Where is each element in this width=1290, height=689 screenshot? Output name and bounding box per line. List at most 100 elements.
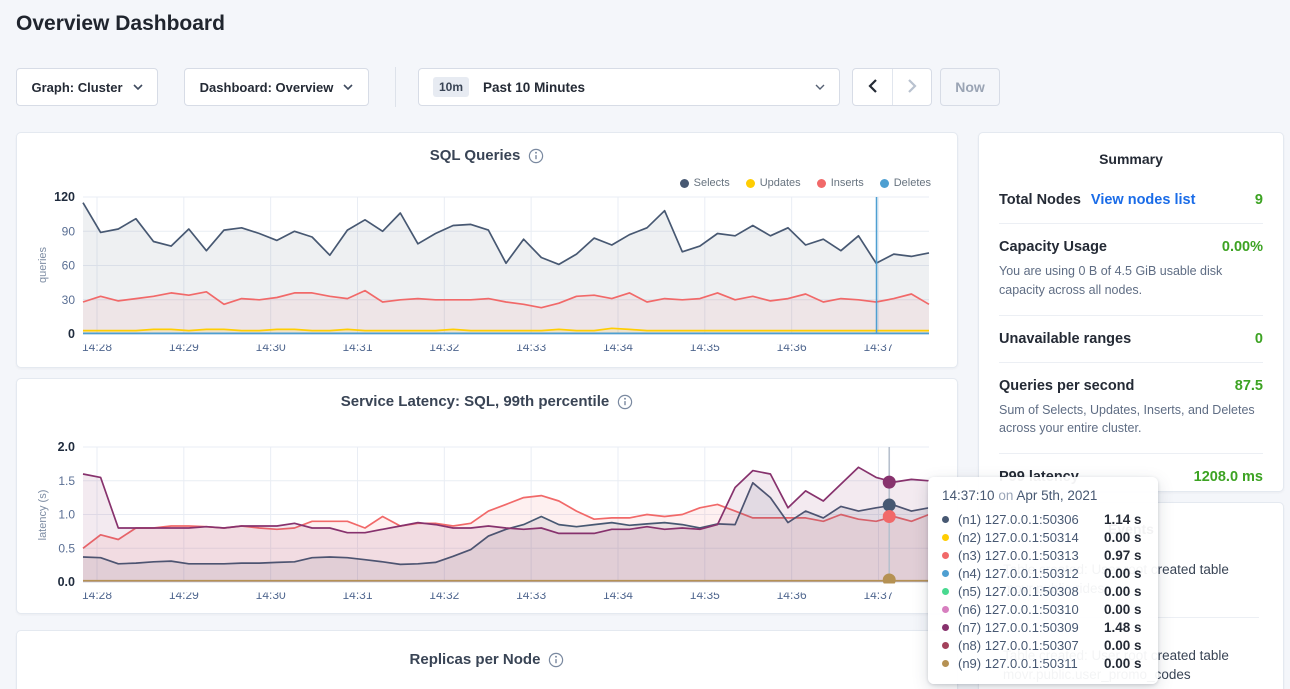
tooltip-node-row: (n8) 127.0.0.1:50307 0.00 s: [942, 636, 1144, 654]
replicas-per-node-card: Replicas per Node: [16, 630, 958, 689]
view-nodes-list-link[interactable]: View nodes list: [1090, 192, 1196, 208]
info-icon[interactable]: [548, 652, 564, 668]
node-color-dot: [942, 515, 949, 523]
time-prev-button[interactable]: [853, 69, 892, 105]
chart-legend: Selects Updates Inserts Deletes: [679, 177, 931, 189]
node-latency-value: 0.00 s: [1104, 583, 1142, 599]
summary-panel: Summary Total Nodes View nodes list 9 Ca…: [978, 132, 1284, 492]
node-latency-value: 0.00 s: [1104, 655, 1142, 671]
tooltip-node-row: (n2) 127.0.0.1:50314 0.00 s: [942, 528, 1144, 546]
node-color-dot: [942, 587, 949, 595]
tooltip-node-row: (n6) 127.0.0.1:50310 0.00 s: [942, 600, 1144, 618]
hover-dot: [882, 475, 896, 489]
sql-queries-card: SQL Queries Selects Updates Inser: [16, 132, 958, 368]
node-color-dot: [942, 659, 949, 667]
y-tick-label: 1.5: [58, 474, 75, 488]
legend-label: Updates: [759, 177, 801, 189]
chart-title-row: SQL Queries: [17, 147, 957, 164]
summary-label: Capacity Usage: [999, 239, 1107, 255]
legend-color-dot: [745, 178, 755, 188]
y-tick-label: 30: [62, 293, 76, 307]
chart-hover-tooltip: 14:37:10 on Apr 5th, 2021 (n1) 127.0.0.1…: [928, 477, 1158, 684]
node-address: (n5) 127.0.0.1:50308: [958, 583, 1079, 599]
legend-item[interactable]: Updates: [745, 177, 801, 189]
dashboard-select-dropdown[interactable]: Dashboard: Overview: [184, 68, 369, 106]
info-icon[interactable]: [617, 394, 633, 410]
now-button[interactable]: Now: [940, 68, 1000, 106]
service-latency-card: Service Latency: SQL, 99th percentile la…: [16, 378, 958, 614]
legend-color-dot: [816, 178, 826, 188]
summary-label: Unavailable ranges: [999, 330, 1132, 347]
summary-label: Total Nodes: [999, 192, 1081, 208]
legend-label: Selects: [693, 177, 730, 189]
legend-item[interactable]: Inserts: [816, 177, 864, 189]
tooltip-node-row: (n1) 127.0.0.1:50306 1.14 s: [942, 510, 1144, 528]
chevron-down-icon: [343, 84, 353, 90]
series-area-Selects: [83, 202, 929, 334]
summary-description: You are using 0 B of 4.5 GiB usable disk…: [999, 264, 1223, 297]
node-address: (n7) 127.0.0.1:50309: [958, 619, 1079, 635]
node-color-dot: [942, 551, 949, 559]
sql-queries-chart[interactable]: 14:28 14:29 14:30 14:31 14:32 14:33 14:34 14:35…: [17, 133, 959, 369]
hover-dot: [882, 498, 896, 512]
node-latency-value: 1.48 s: [1104, 619, 1142, 635]
graph-scope-label: Graph: Cluster: [31, 79, 123, 95]
node-color-dot: [942, 569, 949, 577]
hover-dot: [882, 510, 896, 524]
node-latency-value: 0.00 s: [1104, 601, 1142, 617]
summary-row-queries-per-second: Queries per second 87.5 Sum of Selects, …: [999, 363, 1263, 454]
chart-title-row: Service Latency: SQL, 99th percentile: [17, 393, 957, 410]
summary-rows: Total Nodes View nodes list 9 Capacity U…: [979, 177, 1283, 500]
node-address: (n6) 127.0.0.1:50310: [958, 601, 1079, 617]
y-tick-label: 0.5: [58, 541, 75, 555]
summary-label: Queries per second: [999, 377, 1135, 394]
dashboard-select-label: Dashboard: Overview: [199, 79, 334, 95]
summary-description: Sum of Selects, Updates, Inserts, and De…: [999, 402, 1255, 436]
legend-item[interactable]: Selects: [679, 177, 730, 189]
node-address: (n9) 127.0.0.1:50311: [958, 655, 1078, 671]
hover-dot: [882, 573, 896, 587]
node-address: (n3) 127.0.0.1:50313: [958, 547, 1079, 563]
y-tick-label: 2.0: [58, 440, 75, 454]
summary-value: 1208.0 ms: [1193, 469, 1263, 485]
tooltip-timestamp: 14:37:10 on Apr 5th, 2021: [942, 488, 1144, 503]
tooltip-time: 14:37:10: [942, 488, 995, 503]
summary-value: 87.5: [1234, 377, 1263, 394]
time-range-badge: 10m: [433, 77, 470, 97]
chevron-down-icon: [132, 84, 143, 90]
node-latency-value: 0.00 s: [1104, 565, 1142, 581]
tooltip-node-row: (n7) 127.0.0.1:50309 1.48 s: [942, 618, 1144, 636]
y-tick-label: 60: [62, 259, 76, 273]
node-address: (n1) 127.0.0.1:50306: [958, 511, 1079, 527]
page-title: Overview Dashboard: [16, 12, 225, 35]
chart-title: SQL Queries: [429, 147, 521, 164]
series-area-n3-127.0.0.1:50313: [83, 495, 929, 582]
toolbar-divider: [395, 67, 396, 107]
summary-row-total-nodes: Total Nodes View nodes list 9: [999, 177, 1263, 224]
legend-item[interactable]: Deletes: [879, 177, 931, 189]
y-tick-label: 1.0: [58, 508, 75, 522]
time-range-dropdown[interactable]: 10m Past 10 Minutes: [418, 68, 840, 106]
summary-value: 0: [1254, 330, 1263, 347]
chart-title: Service Latency: SQL, 99th percentile: [340, 393, 610, 410]
plot-clip-mask: [82, 335, 930, 345]
node-address: (n2) 127.0.0.1:50314: [958, 529, 1079, 545]
chart-title: Replicas per Node: [409, 651, 541, 668]
legend-color-dot: [679, 178, 689, 188]
series-line-Selects: [82, 202, 930, 266]
dashboard-toolbar: Graph: Cluster Dashboard: Overview 10m P…: [16, 67, 1000, 107]
info-icon[interactable]: [528, 148, 544, 164]
tooltip-node-row: (n3) 127.0.0.1:50313 0.97 s: [942, 546, 1144, 564]
node-color-dot: [942, 641, 949, 649]
time-step-button-group: [852, 68, 932, 106]
tooltip-node-row: (n4) 127.0.0.1:50312 0.00 s: [942, 564, 1144, 582]
service-latency-chart[interactable]: 14:28 14:29 14:30 14:31 14:32 14:33 14:34 14:35…: [17, 379, 959, 615]
graph-scope-dropdown[interactable]: Graph: Cluster: [16, 68, 158, 106]
chevron-down-icon: [815, 84, 825, 90]
legend-color-dot: [879, 178, 889, 188]
series-line-Inserts: [82, 289, 930, 309]
y-tick-label: 90: [62, 224, 76, 238]
plot-clip-mask: [82, 583, 930, 593]
time-next-button[interactable]: [892, 69, 931, 105]
